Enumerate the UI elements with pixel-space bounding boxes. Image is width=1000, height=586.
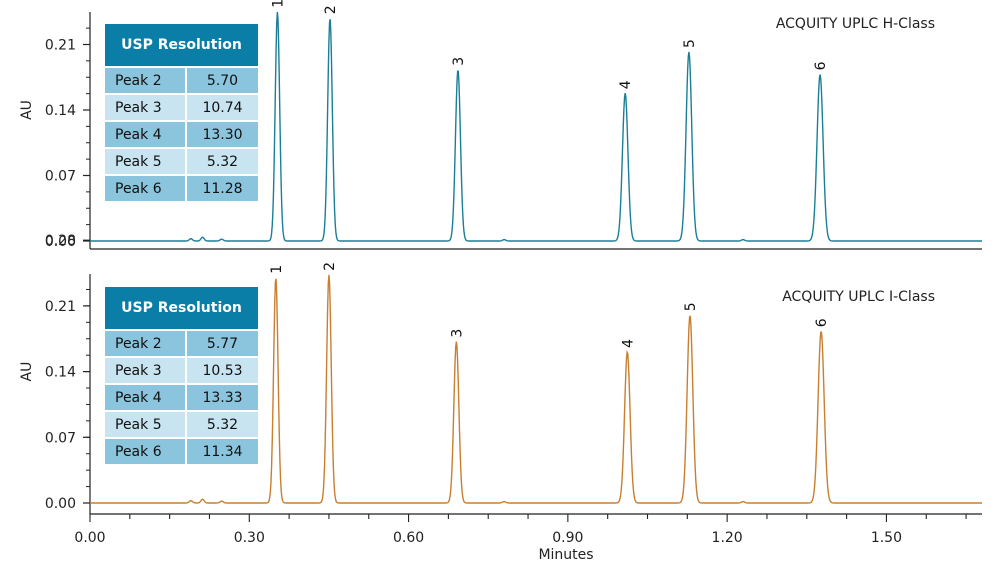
x-tick-label: 0.60 (393, 530, 424, 546)
usp-resolution-header: USP Resolution (105, 24, 258, 68)
peak-label: 3 (449, 329, 465, 338)
peak-name: Peak 6 (105, 176, 187, 203)
peak-name: Peak 5 (105, 149, 187, 176)
peak-label: 1 (270, 0, 286, 8)
chromatogram-trace (90, 11, 982, 242)
y-tick-label: 0.00 (45, 234, 76, 250)
resolution-value: 5.70 (187, 68, 258, 95)
resolution-value: 5.32 (187, 412, 258, 439)
table-row: Peak 6 11.28 (105, 176, 258, 203)
y-axis-title: AU (19, 362, 35, 382)
peak-name: Peak 5 (105, 412, 187, 439)
peak-label: 4 (620, 339, 636, 348)
x-tick-label: 0.30 (234, 530, 265, 546)
peak-name: Peak 3 (105, 95, 187, 122)
table-row: Peak 5 5.32 (105, 412, 258, 439)
peak-name: Peak 4 (105, 122, 187, 149)
table-row: Peak 4 13.33 (105, 385, 258, 412)
chart-panel-0: 0.00 0.07 0.14 0.21 0.28 AU ACQUITY UPLC H-Cla… (19, 0, 982, 250)
table-row: Peak 2 5.70 (105, 68, 258, 95)
resolution-value: 5.77 (187, 331, 258, 358)
y-tick-label: 0.14 (45, 365, 76, 381)
peak-name: Peak 2 (105, 331, 187, 358)
y-tick-label: 0.00 (45, 496, 76, 512)
y-tick-label: 0.21 (45, 299, 76, 315)
peak-name: Peak 2 (105, 68, 187, 95)
peak-label: 1 (269, 265, 285, 274)
resolution-value: 13.30 (187, 122, 258, 149)
instrument-label: ACQUITY UPLC H-Class (776, 16, 935, 32)
peak-label: 4 (618, 80, 634, 89)
y-tick-label: 0.07 (45, 169, 76, 185)
table-row: Peak 2 5.77 (105, 331, 258, 358)
y-tick-label: 0.14 (45, 103, 76, 119)
y-axis-title: AU (19, 100, 35, 120)
table-row: Peak 5 5.32 (105, 149, 258, 176)
usp-resolution-table-h-class: USP Resolution Peak 2 5.70 Peak 3 10.74 Pe… (105, 24, 258, 203)
resolution-value: 10.53 (187, 358, 258, 385)
resolution-value: 11.34 (187, 439, 258, 466)
peak-label: 6 (813, 61, 829, 70)
peak-label: 2 (323, 5, 339, 14)
y-tick-label: 0.28 (45, 233, 76, 249)
peak-name: Peak 4 (105, 385, 187, 412)
peak-name: Peak 3 (105, 358, 187, 385)
x-tick-label: 1.50 (871, 530, 902, 546)
table-row: Peak 3 10.74 (105, 95, 258, 122)
chart-panel-1: 0.00 0.07 0.14 0.21 0.28 AU 0.00 0.30 0.60 0.90 1.… (19, 233, 982, 563)
resolution-value: 5.32 (187, 149, 258, 176)
x-axis-title: Minutes (538, 547, 593, 563)
x-tick-label: 1.20 (712, 530, 743, 546)
x-tick-label: 0.00 (74, 530, 105, 546)
peak-label: 6 (814, 318, 830, 327)
instrument-label: ACQUITY UPLC I-Class (782, 289, 935, 305)
peak-label: 2 (322, 262, 338, 271)
resolution-value: 11.28 (187, 176, 258, 203)
table-row: Peak 4 13.30 (105, 122, 258, 149)
usp-resolution-header: USP Resolution (105, 287, 258, 331)
peak-label: 5 (683, 302, 699, 311)
peak-name: Peak 6 (105, 439, 187, 466)
peak-label: 3 (451, 57, 467, 66)
usp-resolution-table-i-class: USP Resolution Peak 2 5.77 Peak 3 10.53 Pe… (105, 287, 258, 466)
x-tick-label: 0.90 (552, 530, 583, 546)
table-row: Peak 3 10.53 (105, 358, 258, 385)
peak-label: 5 (682, 39, 698, 48)
y-tick-label: 0.21 (45, 38, 76, 54)
y-tick-label: 0.07 (45, 430, 76, 446)
resolution-value: 13.33 (187, 385, 258, 412)
table-row: Peak 6 11.34 (105, 439, 258, 466)
chromatogram-trace (90, 274, 982, 504)
resolution-value: 10.74 (187, 95, 258, 122)
